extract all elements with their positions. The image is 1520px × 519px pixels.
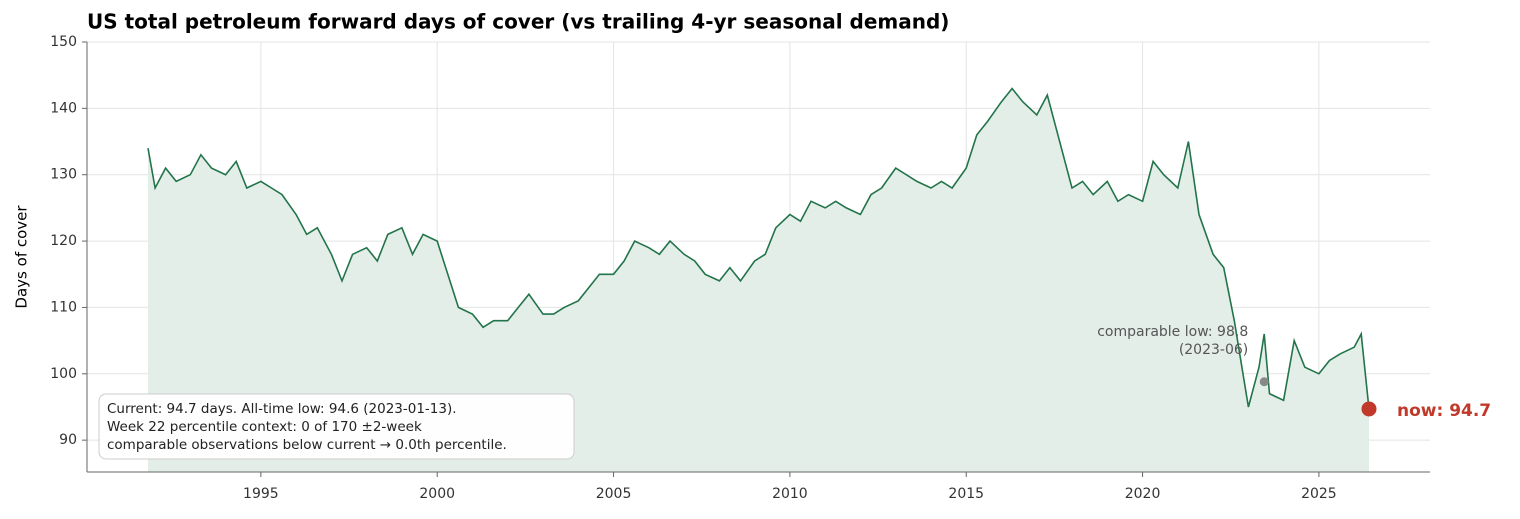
x-tick-label: 1995 [243, 486, 279, 502]
x-tick-label: 2010 [772, 486, 808, 502]
y-tick-label: 120 [50, 233, 77, 249]
annotation: comparable low: 98.8 [1097, 324, 1248, 340]
current-point [1361, 401, 1377, 417]
info-text: comparable observations below current → … [107, 437, 507, 453]
x-tick-label: 2015 [948, 486, 984, 502]
y-tick-label: 110 [50, 299, 77, 315]
y-tick-label: 140 [50, 100, 77, 116]
x-tick-label: 2020 [1125, 486, 1161, 502]
x-tick-label: 2025 [1301, 486, 1337, 502]
info-text: Week 22 percentile context: 0 of 170 ±2-… [107, 419, 422, 435]
y-axis-label: Days of cover [13, 205, 31, 309]
y-tick-label: 90 [59, 432, 77, 448]
info-text: Current: 94.7 days. All-time low: 94.6 (… [107, 401, 457, 417]
y-tick-label: 130 [50, 167, 77, 183]
annotation: now: 94.7 [1397, 401, 1491, 421]
x-tick-label: 2005 [596, 486, 632, 502]
y-tick-label: 100 [50, 366, 77, 382]
line [147, 87, 1370, 410]
area [148, 88, 1369, 472]
info-box [98, 393, 575, 460]
x-tick-label: 2000 [419, 486, 455, 502]
annotation: (2023-06) [1179, 342, 1248, 358]
y-tick-label: 150 [50, 34, 77, 50]
comparable-low-point [1259, 377, 1269, 387]
chart-title: US total petroleum forward days of cover… [87, 10, 949, 34]
